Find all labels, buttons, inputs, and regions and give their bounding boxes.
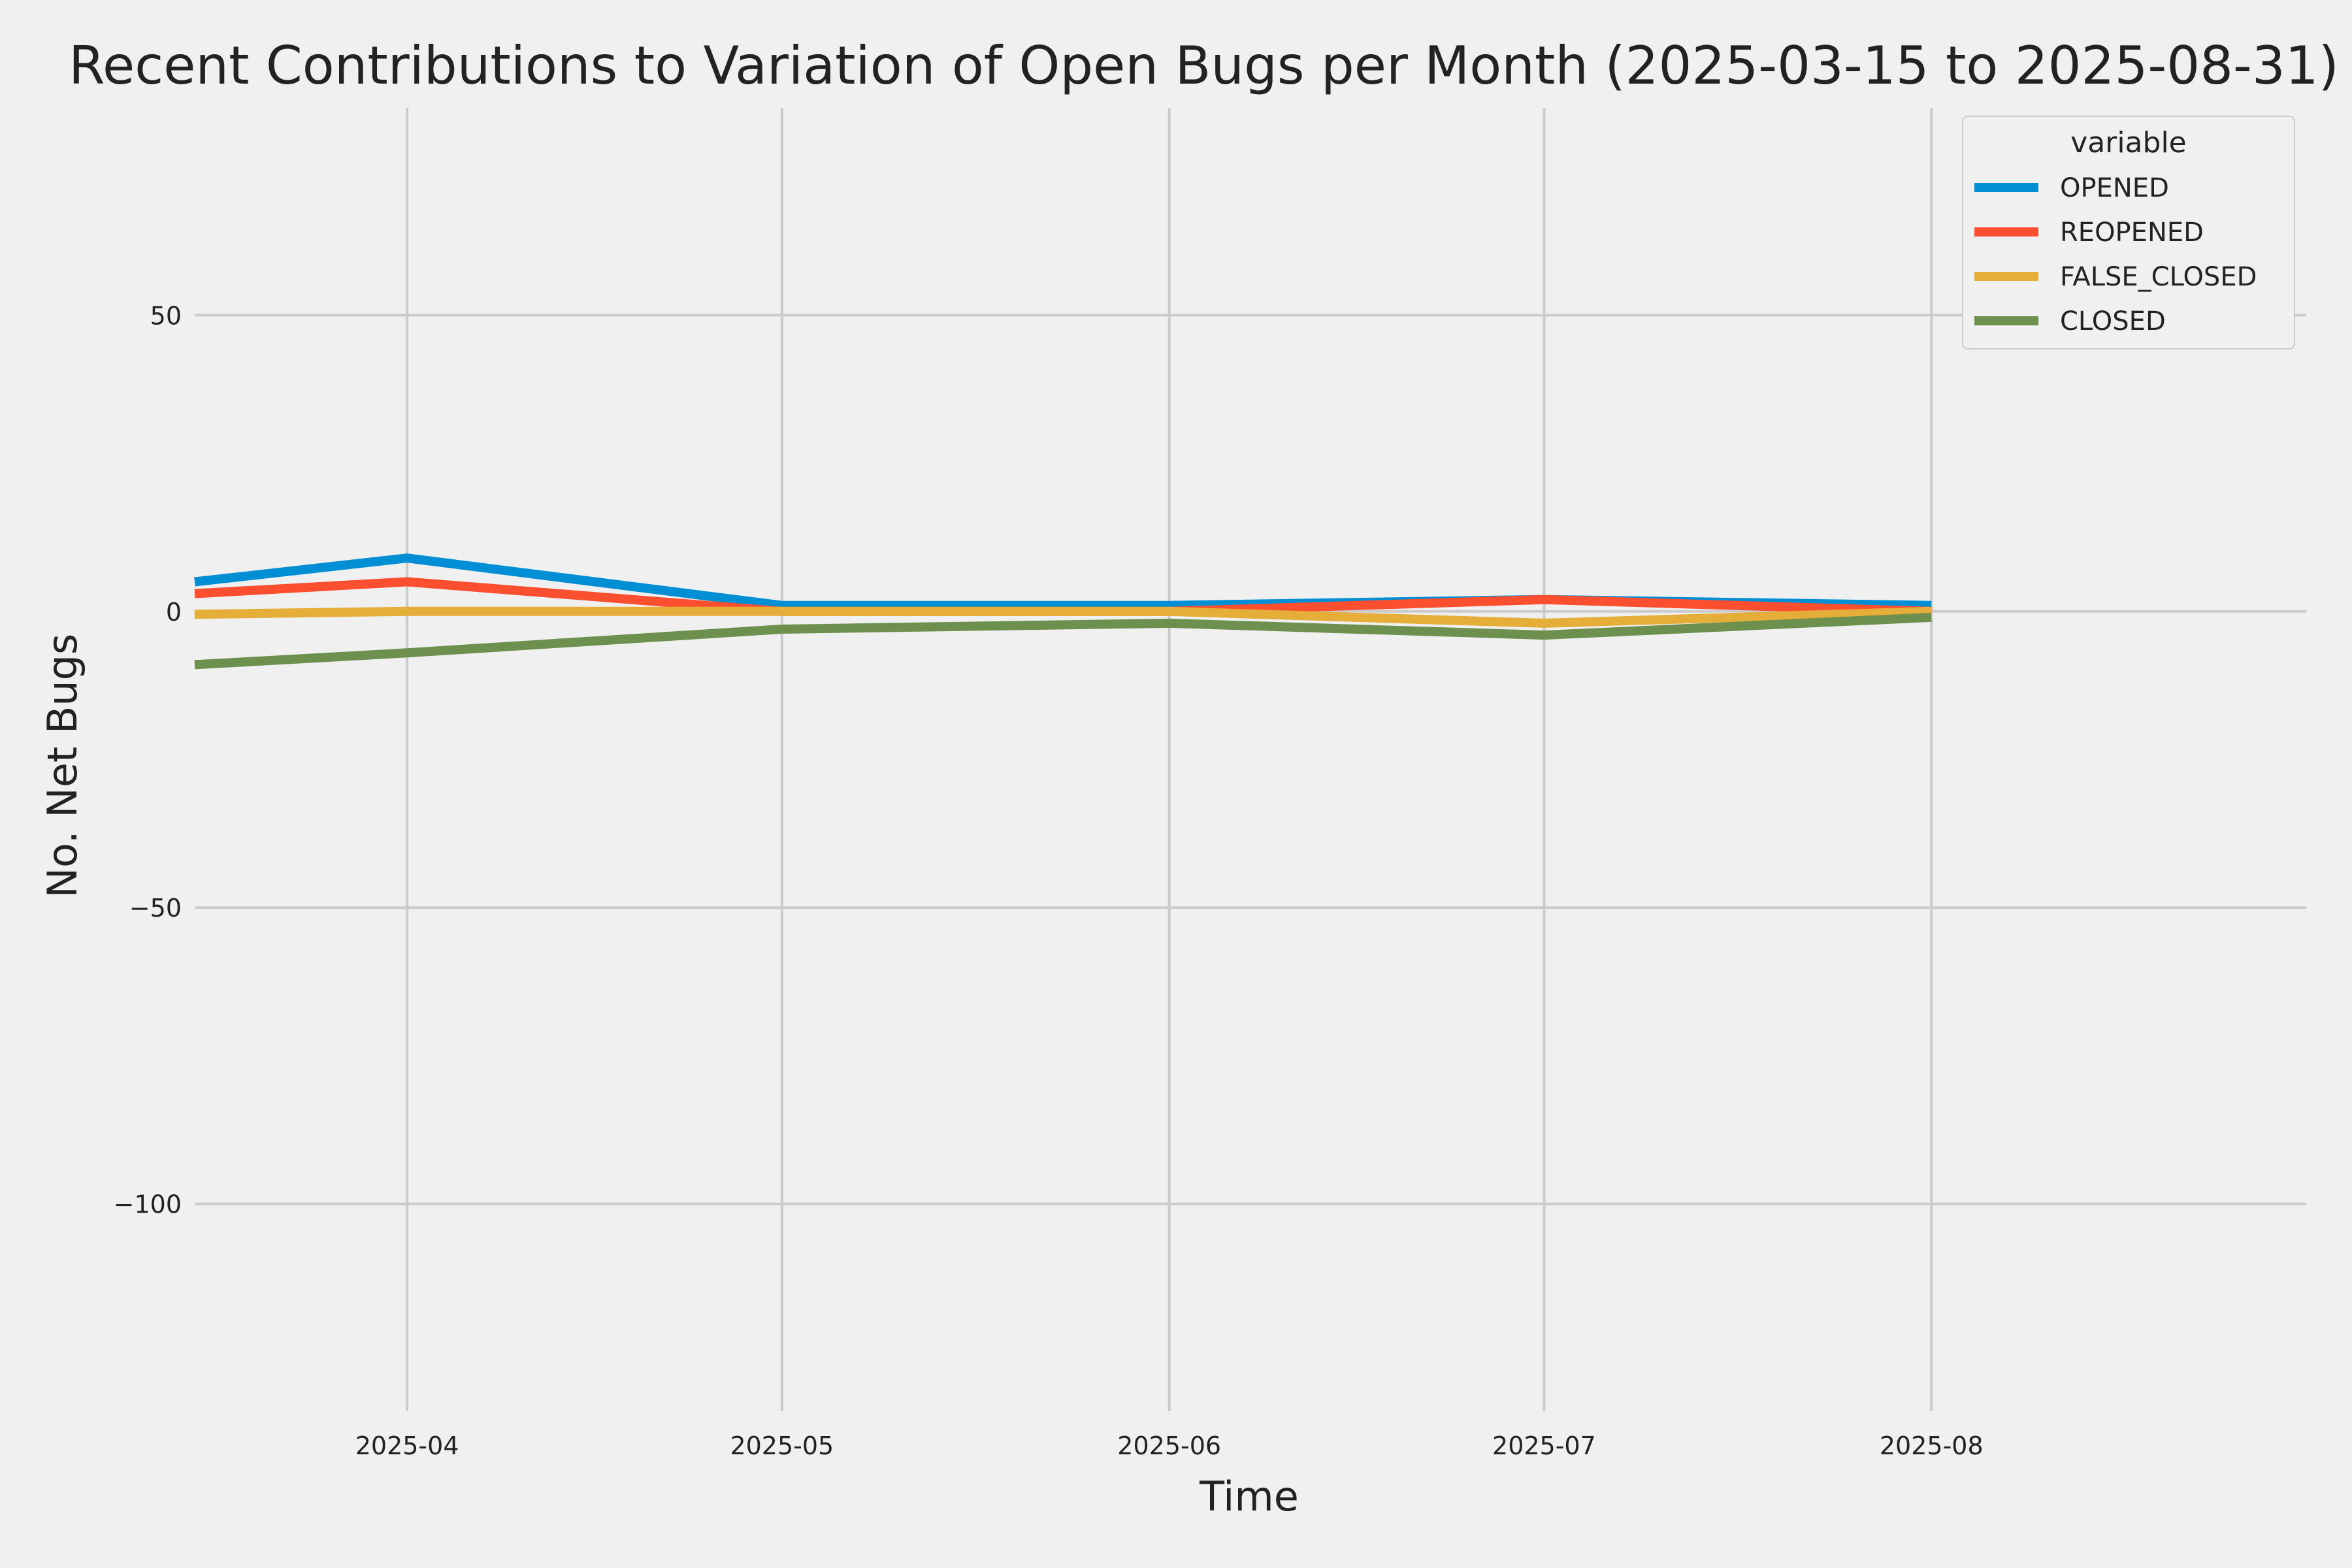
- legend-items: OPENED REOPENED FALSE_CLOSED CLOSED: [1974, 173, 2257, 336]
- legend-label-closed: CLOSED: [2060, 306, 2166, 336]
- legend-label-opened: OPENED: [2060, 173, 2169, 203]
- y-axis-title: No. Net Bugs: [39, 634, 86, 898]
- legend-label-reopened: REOPENED: [2060, 218, 2204, 248]
- chart-title: Recent Contributions to Variation of Ope…: [69, 35, 2339, 96]
- x-tick-label: 2025-07: [1492, 1431, 1596, 1460]
- x-tick-label: 2025-06: [1117, 1431, 1221, 1460]
- y-tick-label: −100: [114, 1190, 182, 1219]
- x-tick-label: 2025-05: [730, 1431, 834, 1460]
- series-line-closed: [194, 612, 1932, 670]
- y-gridlines: [195, 314, 2306, 1205]
- legend-box: [1962, 116, 2295, 350]
- legend-label-false-closed: FALSE_CLOSED: [2060, 262, 2257, 292]
- series-line-false-closed: [194, 606, 1932, 628]
- x-tick-label: 2025-08: [1880, 1431, 1984, 1460]
- legend-title: variable: [2070, 126, 2187, 159]
- x-axis-title: Time: [1199, 1473, 1299, 1520]
- y-tick-label: 50: [150, 301, 182, 330]
- y-tick-label: 0: [166, 598, 182, 627]
- x-tick-labels: 2025-04 2025-05 2025-06 2025-07 2025-08: [355, 1431, 1984, 1460]
- legend: variable OPENED REOPENED FALSE_CLOSED CLOSE…: [1962, 116, 2295, 350]
- y-tick-label: −50: [129, 894, 182, 923]
- y-tick-labels: 50 0 −50 −100: [114, 301, 182, 1218]
- x-gridlines: [406, 108, 1933, 1411]
- series-lines: [194, 553, 1932, 670]
- x-tick-label: 2025-04: [355, 1431, 459, 1460]
